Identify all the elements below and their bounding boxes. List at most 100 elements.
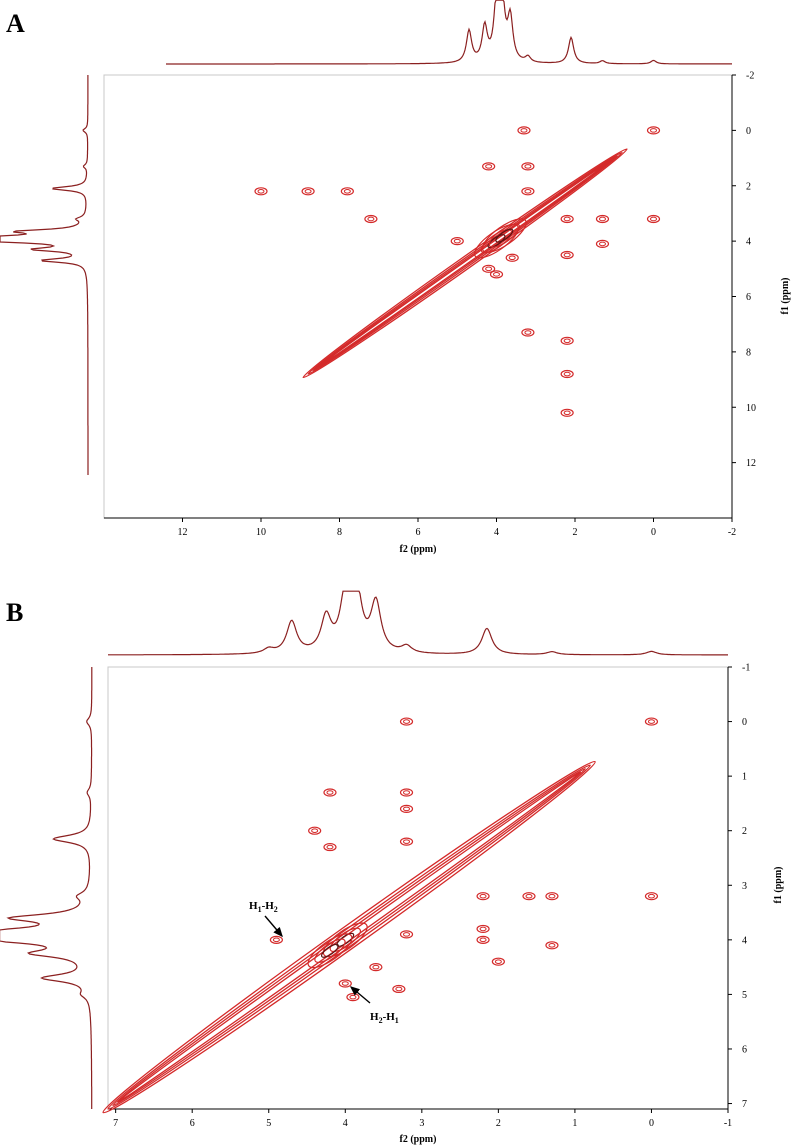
y-tick-label: 4 [746,237,751,248]
cross-peak [392,984,406,994]
cross-peak-inner-contour [524,188,532,194]
diagonal-contour [102,760,596,1114]
cross-peak-inner-contour [494,959,502,964]
cross-peak [364,214,378,224]
cross-peak-inner-contour [403,839,411,844]
cross-peak [399,837,414,846]
cross-peak-outer-contour [308,826,322,835]
cross-peak-inner-contour [598,216,606,222]
cross-peak-inner-contour [563,216,571,222]
cross-peak-inner-contour [403,790,411,795]
cross-peak-inner-contour [525,893,533,899]
annotation-h2-h1: H2-H1 [370,1011,399,1025]
cross-peak [560,408,574,417]
cross-peak-inner-contour [548,942,556,948]
cross-peak-outer-contour [560,336,574,345]
cross-peak-inner-contour [548,893,556,899]
cross-peak [399,930,414,939]
cross-peak-inner-contour [343,188,351,194]
x-tick-label: 12 [178,527,188,538]
cross-peak-inner-contour [485,266,493,272]
diagonal-contour [312,155,618,372]
cross-peak-inner-contour [647,719,655,724]
cross-peak-outer-contour [399,788,414,797]
cross-peak-inner-contour [403,806,411,812]
y-tick-label: 6 [746,292,751,303]
annotation-h1-h2: H1-H2 [249,900,278,914]
diagonal-peak-contour [488,223,521,248]
cross-peak [595,214,610,224]
cross-peak [595,239,610,248]
x-tick-label: 0 [651,527,656,538]
panel-a-x-axis-label: f2 (ppm) [400,544,437,555]
cross-peak-inner-contour [598,241,606,247]
cross-peak [399,788,414,797]
cross-peak [269,935,283,944]
cross-peak-outer-contour [323,788,337,797]
diagonal-peak-contour [480,228,513,254]
f2-projection-spectrum [108,590,728,656]
cross-peak-inner-contour [479,893,487,899]
panel-a-letter: A [6,9,25,38]
cross-peak-outer-contour [364,214,378,224]
cross-peak [308,826,322,835]
cross-peak-inner-contour [650,216,657,222]
x-tick-label: 1 [572,1118,577,1129]
cross-peak [399,804,414,813]
cross-peak-outer-contour [269,935,283,944]
cross-peak-outer-contour [346,993,360,1002]
cross-peak [450,237,464,246]
y-tick-label: 0 [746,126,751,137]
panel-b-x-ticks: 7 6 5 4 3 2 1 0 -1 [113,1109,732,1129]
panel-b-y-ticks: -1 0 1 2 3 4 5 6 7 [728,663,750,1110]
diagonal-contour [107,764,591,1110]
cross-peak-inner-contour [395,986,403,992]
cross-peak [560,336,574,345]
panel-b: B 7 6 5 4 3 2 1 0 -1 -1 0 1 2 3 4 5 6 7 f2 (ppm) f1 (ppm… [0,590,784,1145]
cross-peak [301,187,315,196]
panel-a-x-ticks: 12 10 8 6 4 2 0 -2 [178,518,736,538]
cross-peak [521,328,535,337]
diagonal-peak-contour [481,218,527,253]
cross-peak [346,993,360,1002]
cross-peak-outer-contour [369,963,383,972]
cross-peak-inner-contour [563,371,571,377]
x-tick-label: 7 [113,1118,118,1129]
cross-peak [476,892,490,901]
panel-b-diagonal-contours [102,760,596,1114]
cross-peak-outer-contour [399,837,414,846]
y-tick-label: 2 [746,181,751,192]
cross-peak-inner-contour [524,164,532,169]
cross-peak-outer-contour [521,328,535,337]
cross-peak [545,941,559,950]
x-tick-label: 8 [337,527,342,538]
cross-peak-outer-contour [560,214,574,224]
diagonal-contour [112,767,587,1107]
cross-peak-outer-contour [646,214,661,224]
cross-peak-outer-contour [323,842,337,852]
cross-peak-outer-contour [491,957,505,966]
cross-peak [491,957,505,966]
cross-peak-inner-contour [479,937,487,943]
y-tick-label: 6 [742,1044,747,1055]
diagonal-contour [317,158,613,368]
cross-peak [644,717,659,726]
cross-peak [646,126,661,135]
panel-b-x-axis-label: f2 (ppm) [400,1134,437,1145]
cross-peak-outer-contour [476,924,490,934]
cross-peak [560,250,574,260]
cross-peak [338,979,352,988]
cross-peak-inner-contour [349,994,357,1000]
cross-peak-inner-contour [372,964,380,970]
cross-peak-inner-contour [563,410,571,416]
f1-projection-spectrum [0,667,93,1109]
cross-peak-outer-contour [301,187,315,196]
cross-peak-inner-contour [479,926,487,932]
panel-a-left-spectrum [0,75,89,475]
panel-a-plot-frame [103,74,733,519]
annotation-h2-h1-arrow [349,986,371,1004]
cross-peak-inner-contour [272,937,280,943]
cross-peak-inner-contour [524,330,532,335]
x-tick-label: 6 [416,527,421,538]
